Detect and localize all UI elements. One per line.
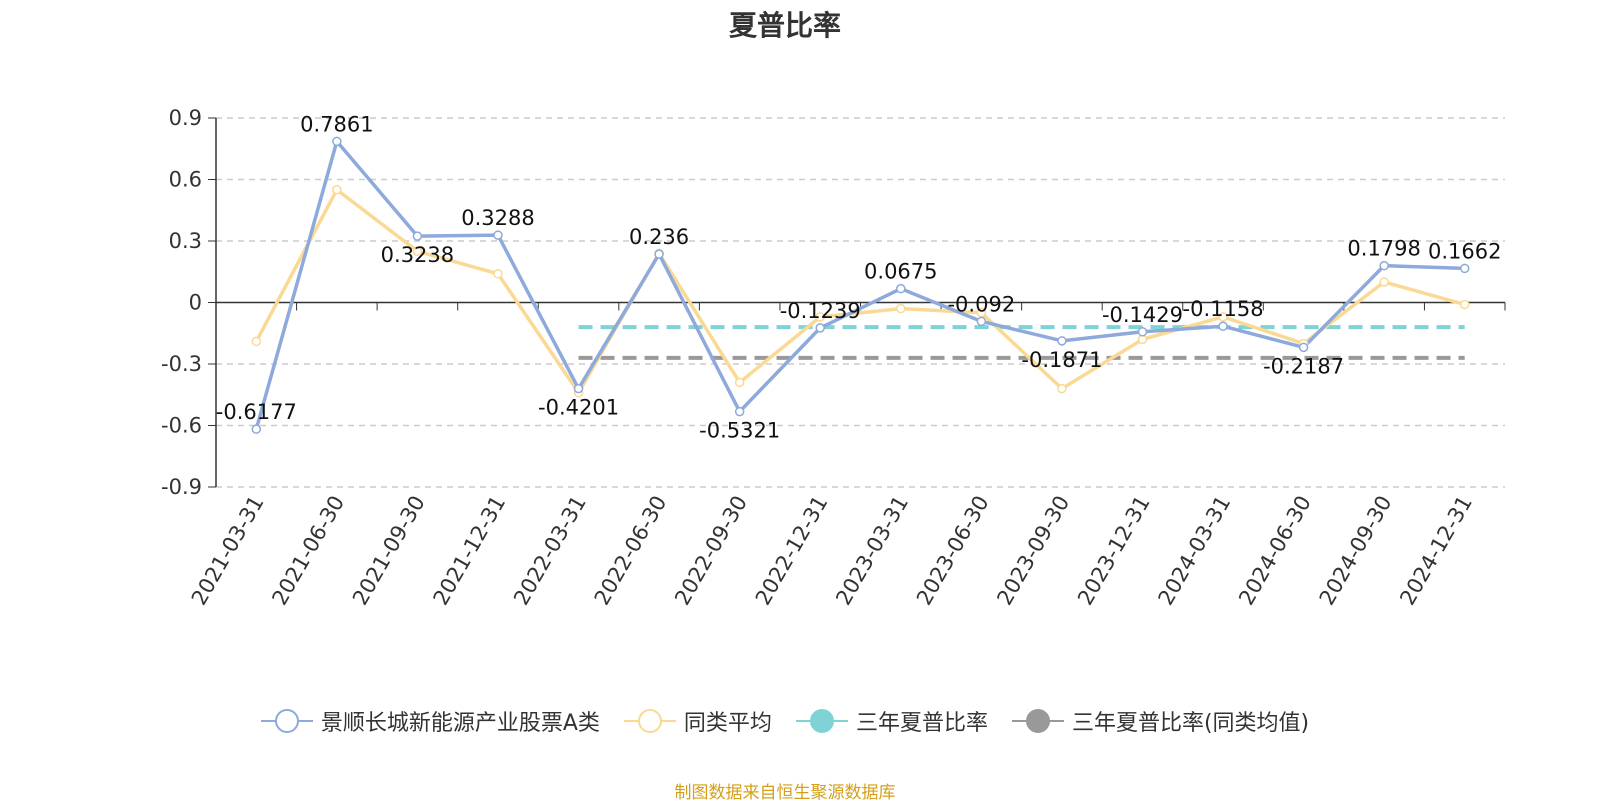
- peer-average-point: [412, 246, 423, 256]
- filled-circle-line-icon: [795, 709, 848, 733]
- peer-average-point: [1057, 383, 1067, 394]
- data-label: -0.4201: [538, 396, 619, 420]
- legend-marker: [1025, 709, 1050, 733]
- data-label: -0.1239: [780, 299, 861, 323]
- x-tick-label: 2024-06-30: [1234, 492, 1316, 610]
- y-tick-label: 0.6: [169, 168, 202, 192]
- x-tick-label: 2021-06-30: [267, 492, 349, 610]
- peer-average-point: [493, 269, 503, 279]
- peer-average-point: [1218, 312, 1228, 322]
- peer-average-point: [251, 336, 262, 347]
- fund-point: [332, 136, 342, 147]
- grid-lines: [216, 117, 1505, 488]
- peer-average-point: [896, 303, 906, 314]
- y-tick-label: 0.9: [169, 106, 202, 130]
- x-tick-label: 2021-12-31: [428, 492, 510, 610]
- fund-point: [412, 231, 423, 241]
- hollow-circle-line-icon: [260, 709, 313, 733]
- x-tick-label: 2022-09-30: [670, 492, 752, 610]
- y-tick-label: 0: [189, 291, 202, 315]
- legend-label: 三年夏普比率: [855, 711, 988, 736]
- fund-point: [654, 249, 664, 259]
- data-label: 0.0675: [864, 260, 937, 284]
- y-tick-label: -0.6: [161, 414, 202, 438]
- y-tick-label: -0.9: [161, 475, 202, 499]
- x-tick-label: 2024-09-30: [1315, 492, 1397, 610]
- series-lines: [254, 139, 1466, 430]
- data-label: -0.092: [947, 292, 1015, 316]
- fund-line: [254, 139, 1465, 430]
- data-label: 0.1798: [1347, 237, 1420, 261]
- y-tick-label: -0.3: [161, 352, 202, 376]
- peer-average-point: [815, 312, 825, 322]
- data-label: -0.1158: [1183, 297, 1264, 321]
- legend-label: 同类平均: [683, 711, 772, 736]
- x-tick-label: 2024-12-31: [1395, 492, 1477, 610]
- peer-average-point: [1379, 277, 1389, 287]
- x-tick-label: 2022-06-30: [590, 492, 672, 610]
- fund-point: [1379, 260, 1389, 271]
- x-tick-label: 2023-12-31: [1073, 492, 1155, 610]
- data-label: -0.1429: [1102, 303, 1183, 327]
- data-label: -0.1871: [1021, 348, 1102, 372]
- data-label: 0.3288: [461, 206, 534, 230]
- peer-average-point: [1137, 334, 1148, 345]
- fund-point: [734, 406, 745, 417]
- data-label: -0.6177: [216, 400, 297, 424]
- x-tick-label: 2021-03-31: [187, 492, 269, 610]
- peer-average-point: [1459, 299, 1470, 310]
- series-points: [251, 136, 1470, 434]
- data-label: -0.5321: [699, 419, 780, 443]
- peer-average-point: [332, 185, 342, 195]
- peer-average-line: [254, 188, 1466, 395]
- fund-point: [1218, 321, 1228, 331]
- data-label: -0.2187: [1263, 354, 1344, 378]
- fund-point: [493, 230, 503, 240]
- x-tick-label: 2023-03-31: [831, 492, 913, 610]
- fund-point: [251, 424, 262, 434]
- legend-item-three-year[interactable]: 三年夏普比率: [795, 705, 988, 737]
- legend-item-three-year-peer[interactable]: 三年夏普比率(同类均值): [1011, 705, 1310, 737]
- fund-point: [976, 316, 987, 327]
- data-label: 0.3238: [381, 243, 454, 267]
- x-tick-label: 2022-03-31: [509, 492, 591, 610]
- fund-point: [1459, 263, 1470, 274]
- chart-legend: 景顺长城新能源产业股票A类 同类平均 三年夏普比率 三年夏普比率(同类均值): [0, 705, 1570, 737]
- x-tick-label: 2023-09-30: [992, 492, 1074, 610]
- fund-point: [573, 383, 584, 394]
- data-label: 0.7861: [300, 112, 373, 136]
- data-labels: -0.6177 0.7861 0.3238 0.3288 -0.4201 0.236 -0.…: [216, 112, 1502, 442]
- x-tick-label: 2024-03-31: [1154, 492, 1236, 610]
- chart-title: 夏普比率: [728, 9, 841, 42]
- filled-circle-line-icon: [1011, 709, 1064, 733]
- fund-point: [815, 323, 825, 333]
- reference-lines: [578, 325, 1465, 360]
- fund-point: [1298, 342, 1309, 353]
- legend-item-peer-average[interactable]: 同类平均: [623, 705, 772, 737]
- data-label: 0.236: [629, 225, 689, 249]
- fund-point: [896, 283, 906, 294]
- x-tick-label: 2022-12-31: [751, 492, 833, 610]
- hollow-circle-line-icon: [623, 709, 676, 733]
- peer-average-point: [734, 377, 745, 388]
- fund-point: [1057, 336, 1067, 346]
- legend-label: 景顺长城新能源产业股票A类: [320, 711, 600, 736]
- legend-marker: [274, 709, 299, 733]
- y-tick-label: 0.3: [169, 229, 202, 253]
- legend-marker: [637, 709, 662, 733]
- fund-point: [1137, 327, 1148, 337]
- data-label: 0.1662: [1428, 239, 1501, 263]
- x-tick-label: 2021-09-30: [348, 492, 430, 610]
- legend-marker: [809, 709, 834, 733]
- x-tick-label: 2023-06-30: [912, 492, 994, 610]
- sharpe-ratio-chart: 0.9 0.6 0.3 0 -0.3 -0.6 -0.92021-03-312021-06-…: [161, 106, 1506, 610]
- legend-label: 三年夏普比率(同类均值): [1071, 711, 1310, 736]
- legend-item-fund[interactable]: 景顺长城新能源产业股票A类: [260, 705, 600, 737]
- data-source-note: 制图数据来自恒生聚源数据库: [674, 783, 896, 803]
